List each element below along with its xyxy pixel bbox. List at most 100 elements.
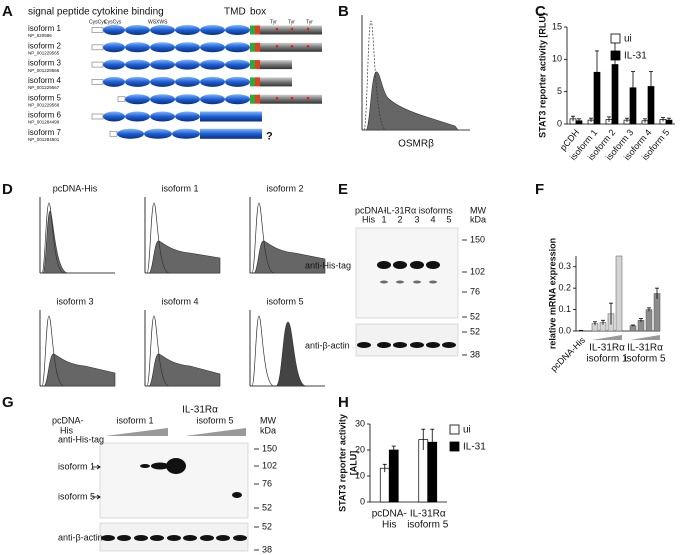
legend-text: TMD: [224, 7, 246, 18]
legend-text: box: [250, 7, 266, 18]
cytokine-domain: [200, 94, 225, 105]
band: [377, 342, 391, 348]
histogram: [43, 353, 116, 387]
cytokine-domain: [175, 94, 200, 105]
y-tick-label: 15: [552, 21, 562, 31]
cytokine-domain: [103, 42, 125, 53]
cytokine-domain: [125, 42, 150, 53]
legend-text: IL-31: [624, 51, 647, 62]
histogram: [275, 321, 307, 387]
x-tick-label: IL-31Rα: [410, 509, 446, 520]
tyr-site: [275, 27, 279, 31]
histogram: [148, 353, 221, 387]
x-tick-label: His: [382, 520, 396, 531]
cytokine-domain: [103, 25, 125, 35]
lane-header: isoform 1: [116, 415, 153, 425]
control-histogram: [41, 315, 65, 387]
cytokine-domain: [175, 59, 200, 70]
intracellular: [260, 94, 322, 104]
tmd: [250, 60, 255, 70]
mw-header: MW: [260, 415, 276, 425]
panel-letter: A: [2, 3, 13, 20]
tyr-site: [275, 96, 279, 100]
y-tick-label: 10: [552, 54, 562, 64]
band: [357, 342, 371, 348]
histogram: [365, 71, 459, 131]
row-label: anti-β-actin: [305, 340, 350, 350]
truncated-domain: [200, 128, 262, 139]
bar: [379, 467, 390, 503]
band: [200, 535, 214, 541]
isoform-name: isoform 1: [28, 24, 61, 33]
y-axis-label: STAT3 reporter activity: [337, 414, 347, 512]
isoform-id: NP_001229567: [28, 85, 60, 90]
band: [134, 535, 148, 541]
marker-label: 52: [470, 326, 480, 336]
isoform-name: isoform 7: [28, 128, 61, 137]
bar: [629, 325, 637, 332]
bar: [388, 449, 399, 503]
lane-header: His: [60, 425, 73, 435]
x-tick-label: isoform 5: [407, 520, 449, 531]
motif-label: CysCys: [104, 19, 122, 25]
lane-header: IL-31Rα isoforms: [384, 205, 453, 215]
band: [413, 280, 421, 284]
axis-label: IL-31Rα: [182, 405, 218, 416]
band: [442, 342, 456, 348]
cytokine-domain: [175, 76, 200, 87]
motif-label: Tyr: [306, 19, 313, 25]
cytokine-domain: [200, 59, 225, 70]
cytokine-domain: [103, 76, 125, 87]
cytokine-domain: [150, 111, 175, 122]
marker-label: 102: [262, 460, 277, 470]
box: [255, 77, 260, 87]
histogram-title: isoform 5: [266, 296, 303, 306]
band: [410, 261, 424, 269]
arrow: [92, 464, 101, 470]
cytokine-domain: [125, 25, 150, 35]
y-axis-label: relative mRNA expression: [547, 238, 557, 349]
histogram: [253, 240, 326, 274]
cytokine-domain: [150, 25, 175, 35]
histogram: [148, 240, 221, 274]
lane-label: 2: [397, 214, 402, 224]
bar: [645, 309, 653, 332]
intracellular: [260, 60, 292, 70]
legend-text: IL-31: [463, 442, 486, 453]
signal-peptide: [91, 61, 104, 68]
control-histogram: [363, 20, 387, 131]
x-tick-label: IL-31Rα: [627, 343, 663, 354]
wedge: [185, 428, 246, 436]
truncated-domain: [200, 111, 262, 122]
cytokine-domain: [200, 42, 225, 53]
x-tick-label: pcDNA-: [372, 509, 407, 520]
blot: [355, 323, 459, 357]
histogram-title: isoform 2: [266, 183, 303, 193]
box: [255, 94, 260, 104]
tmd: [250, 94, 255, 104]
isoform-name: isoform 5: [28, 93, 61, 102]
isoform-name: isoform 6: [28, 111, 61, 120]
band: [232, 492, 242, 498]
legend-text: ui: [463, 425, 471, 436]
cytokine-domain: [225, 94, 250, 105]
x-tick-label: isoform 1: [586, 354, 628, 365]
band: [166, 458, 186, 474]
band: [117, 535, 131, 541]
cytokine-domain: [117, 128, 144, 139]
cytokine-domain: [150, 42, 175, 53]
unknown-mark: ?: [266, 131, 273, 143]
cytokine-domain: [175, 111, 200, 122]
isoform-name: isoform 4: [28, 76, 61, 85]
isoform-id: NP_001284499: [28, 120, 60, 125]
legend-text: cytokine binding: [92, 7, 164, 18]
band: [140, 464, 150, 468]
legend-swatch: [449, 424, 460, 435]
x-tick-label: isoform 5: [624, 354, 666, 365]
signal-peptide: [91, 44, 104, 51]
isoform-id: NP_001229565: [28, 50, 60, 55]
box: [255, 60, 260, 70]
band: [393, 261, 407, 269]
y-axis-label: STAT3 reporter activity [RLU]: [537, 13, 547, 138]
control-histogram: [146, 315, 170, 387]
